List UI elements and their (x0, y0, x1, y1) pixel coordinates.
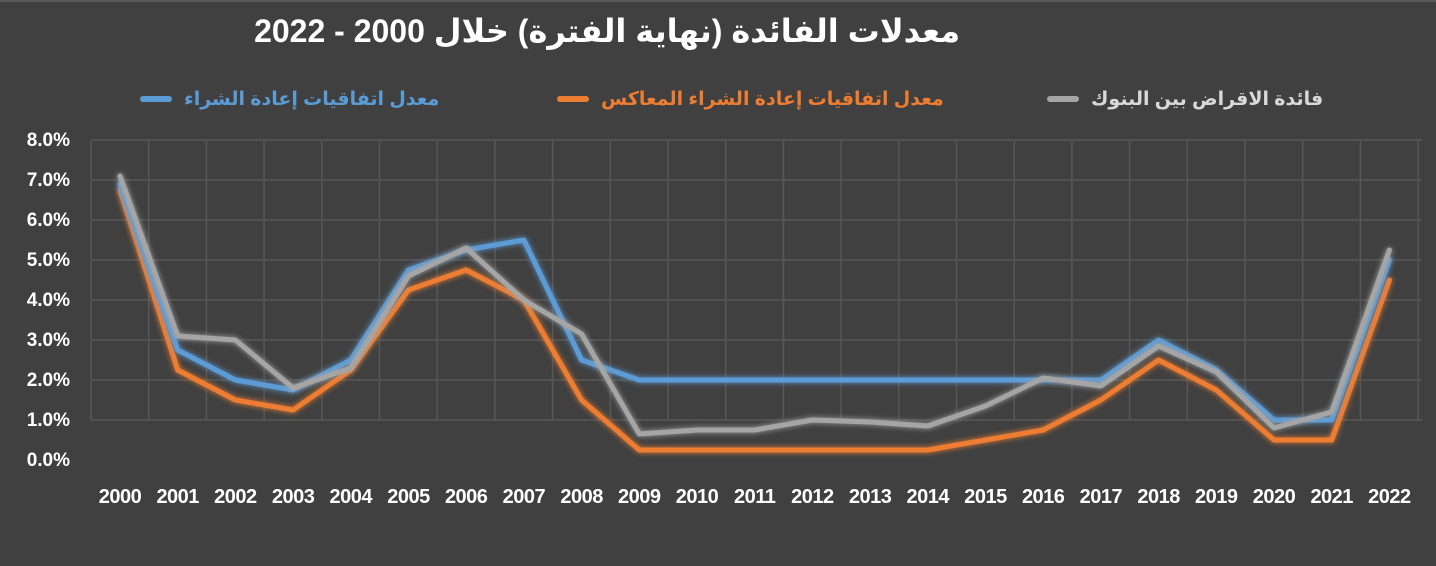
legend-label: فائدة الاقراض بين البنوك (1091, 88, 1324, 110)
x-tick-label: 2015 (964, 486, 1007, 508)
x-tick-label: 2019 (1195, 486, 1238, 508)
y-tick-label: 3.0% (26, 330, 70, 351)
x-tick-label: 2002 (214, 486, 257, 508)
series-line (117, 173, 1392, 437)
x-tick-label: 2004 (329, 486, 373, 508)
x-tick-label: 2012 (791, 486, 834, 508)
x-tick-label: 2009 (618, 486, 661, 508)
y-tick-label: 4.0% (26, 290, 70, 311)
series-line (117, 187, 1392, 453)
x-tick-label: 2016 (1021, 486, 1065, 508)
x-tick-label: 2020 (1252, 486, 1296, 508)
x-tick-label: 2008 (560, 486, 603, 508)
legend-swatch-gray-icon (1047, 96, 1079, 102)
x-tick-label: 2000 (98, 486, 142, 508)
chart-title: معدلات الفائدة (نهاية الفترة) خلال 2000 … (254, 13, 960, 49)
x-tick-label: 2021 (1310, 486, 1353, 508)
y-tick-label: 8.0% (26, 130, 70, 151)
y-tick-label: 7.0% (26, 170, 70, 191)
legend-item-repo-rate: معدل اتفاقيات إعادة الشراء (140, 86, 439, 112)
x-tick-label: 2006 (444, 486, 488, 508)
x-tick-label: 2018 (1137, 486, 1180, 508)
x-tick-label: 2005 (387, 486, 430, 508)
x-tick-label: 2014 (906, 486, 950, 508)
legend-label: معدل اتفاقيات إعادة الشراء (184, 88, 440, 110)
x-tick-label: 2007 (502, 486, 546, 508)
y-tick-label: 5.0% (26, 250, 70, 271)
y-tick-label: 1.0% (26, 410, 70, 431)
x-tick-label: 2010 (675, 486, 719, 508)
legend-swatch-orange-icon (557, 96, 589, 102)
legend-label: معدل اتفاقيات إعادة الشراء المعاكس (601, 88, 944, 110)
y-tick-label: 2.0% (26, 370, 70, 391)
series-line (117, 181, 1392, 423)
x-tick-label: 2017 (1079, 486, 1123, 508)
x-tick-label: 2011 (733, 486, 776, 508)
series-lines (117, 173, 1392, 453)
x-tick-label: 2022 (1368, 486, 1411, 508)
x-tick-label: 2003 (271, 486, 315, 508)
x-tick-label: 2001 (156, 486, 199, 508)
x-tick-label: 2013 (848, 486, 892, 508)
legend-item-interbank-rate: فائدة الاقراض بين البنوك (1047, 86, 1323, 112)
y-tick-label: 0.0% (26, 450, 70, 471)
legend-swatch-blue-icon (140, 96, 172, 102)
y-tick-label: 6.0% (26, 210, 70, 231)
gridlines (90, 139, 1422, 421)
legend-item-reverse-repo-rate: معدل اتفاقيات إعادة الشراء المعاكس (557, 86, 944, 112)
top-border (0, 0, 1436, 2)
